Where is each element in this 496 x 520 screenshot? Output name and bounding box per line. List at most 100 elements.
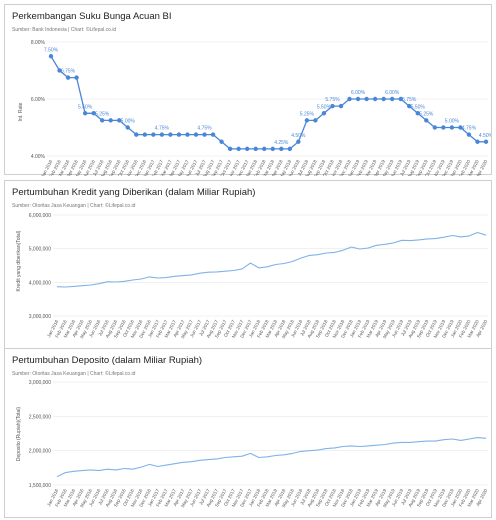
- data-label: 5.50%: [411, 104, 426, 110]
- rate-panel: Perkembangan Suku Bunga Acuan BI Sumber:…: [4, 4, 492, 176]
- y-tick-label: 3,000,000: [29, 380, 51, 386]
- chart-subtitle: Sumber: Otoritas Jasa Keuangan | Chart: …: [12, 371, 136, 377]
- data-point: [253, 146, 258, 152]
- data-label: 4.75%: [155, 126, 170, 132]
- data-point: [398, 96, 403, 102]
- data-point: [279, 146, 284, 152]
- data-point: [355, 96, 361, 102]
- y-tick-label: 4.00%: [31, 154, 46, 160]
- data-point: [381, 96, 386, 102]
- deposit-chart: Deposito (Rupiah)(Total) 1,500,000 2,000,…: [16, 380, 489, 508]
- data-label: 7.50%: [44, 47, 59, 53]
- y-tick-label: 3,000,000: [29, 314, 51, 320]
- data-point: [389, 96, 395, 102]
- data-label: 5.00%: [121, 119, 136, 125]
- data-point: [108, 118, 113, 123]
- data-point: [364, 96, 369, 102]
- data-point: [449, 125, 455, 130]
- data-point: [142, 132, 148, 137]
- data-point: [82, 111, 88, 116]
- data-point: [176, 132, 182, 137]
- data-point: [168, 132, 173, 137]
- data-label: 5.25%: [300, 111, 315, 117]
- series-line: [50, 55, 486, 150]
- data-point: [270, 146, 275, 152]
- y-tick-label: 5,000,000: [29, 247, 51, 253]
- data-label: 6.00%: [351, 90, 366, 96]
- data-point: [74, 75, 79, 80]
- data-point: [458, 125, 463, 130]
- data-point: [347, 96, 352, 102]
- y-tick-label: 8.00%: [31, 40, 46, 46]
- data-label: 5.00%: [445, 119, 460, 125]
- data-point: [287, 146, 293, 152]
- data-point: [117, 118, 122, 123]
- data-point: [338, 103, 344, 109]
- chart-title: Pertumbuhan Kredit yang Diberikan (dalam…: [12, 187, 256, 198]
- data-point: [159, 132, 165, 137]
- data-point: [134, 132, 139, 137]
- y-axis-label: Kredit yang diberikan(Total): [16, 230, 22, 291]
- y-axis-label: Int. Rate: [18, 102, 24, 121]
- data-point: [415, 111, 420, 116]
- data-point: [151, 132, 156, 137]
- data-point: [424, 118, 429, 123]
- data-point: [210, 132, 216, 137]
- data-point: [407, 103, 412, 109]
- data-point: [125, 125, 130, 130]
- data-point: [91, 111, 96, 116]
- data-point: [48, 54, 54, 59]
- credit-chart: Kredit yang diberikan(Total) 3,000,000 4,…: [16, 213, 489, 339]
- data-point: [65, 75, 71, 80]
- data-point: [304, 118, 310, 123]
- data-point: [475, 139, 480, 144]
- series-line: [56, 231, 487, 288]
- chart-title: Pertumbuhan Deposito (dalam Miliar Rupia…: [12, 355, 203, 366]
- data-label: 4.75%: [197, 126, 212, 132]
- data-label: 5.25%: [95, 111, 110, 117]
- data-point: [236, 146, 241, 152]
- chart-title: Perkembangan Suku Bunga Acuan BI: [12, 11, 172, 22]
- data-point: [466, 132, 472, 137]
- data-point: [57, 68, 62, 73]
- data-label: 5.50%: [78, 104, 93, 110]
- data-label: 6.75%: [61, 69, 76, 75]
- y-tick-label: 1,500,000: [29, 483, 51, 489]
- data-point: [244, 146, 250, 152]
- y-axis-label: Deposito (Rupiah)(Total): [16, 407, 22, 462]
- data-point: [185, 132, 190, 137]
- data-point: [313, 118, 318, 123]
- data-label: 5.25%: [419, 111, 434, 117]
- data-label: 5.75%: [325, 97, 340, 103]
- credit-panel: Pertumbuhan Kredit yang Diberikan (dalam…: [4, 180, 492, 349]
- data-point: [330, 103, 335, 109]
- data-label: 5.75%: [402, 97, 417, 103]
- data-label: 4.25%: [274, 140, 289, 146]
- y-tick-label: 2,500,000: [29, 414, 51, 420]
- data-point: [193, 132, 199, 137]
- data-point: [227, 146, 233, 152]
- data-point: [99, 118, 105, 123]
- data-point: [262, 146, 267, 152]
- data-point: [219, 139, 224, 144]
- y-tick-label: 6,000,000: [29, 213, 51, 219]
- chart-subtitle: Sumber: Bank Indonesia | Chart: ©Lifepal…: [12, 27, 117, 33]
- y-tick-label: 4,000,000: [29, 280, 51, 286]
- data-point: [202, 132, 207, 137]
- data-point: [321, 111, 327, 116]
- series-line: [56, 437, 487, 478]
- y-tick-label: 6.00%: [31, 97, 46, 103]
- y-tick-label: 2,000,000: [29, 449, 51, 455]
- data-point: [432, 125, 438, 130]
- data-label: 4.75%: [462, 126, 477, 132]
- deposit-panel: Pertumbuhan Deposito (dalam Miliar Rupia…: [4, 348, 492, 518]
- data-label: 4.50%: [291, 133, 306, 139]
- data-point: [372, 96, 378, 102]
- data-label: 4.50%: [479, 133, 491, 139]
- data-label: 6.00%: [385, 90, 400, 96]
- chart-subtitle: Sumber: Otoritas Jasa Keuangan | Chart: …: [12, 203, 136, 209]
- data-point: [483, 139, 489, 144]
- data-point: [296, 139, 301, 144]
- data-point: [441, 125, 446, 130]
